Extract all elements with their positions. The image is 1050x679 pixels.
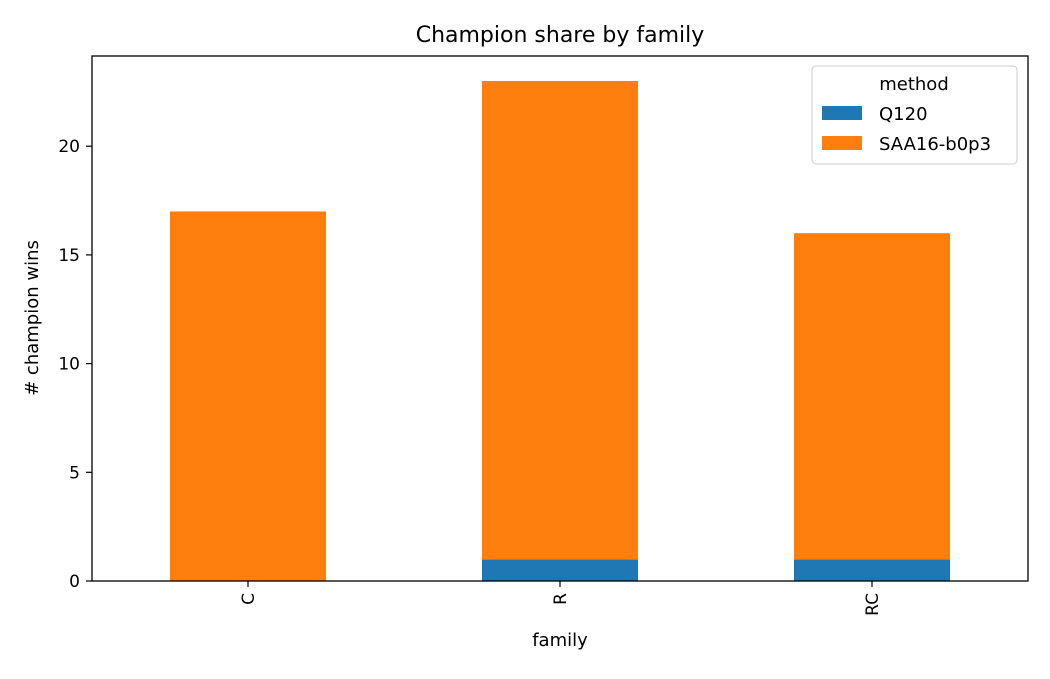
y-tick-label: 15	[58, 246, 80, 266]
legend-swatch-SAA16-b0p3	[822, 136, 862, 150]
bars	[170, 81, 950, 581]
bar-C-SAA16-b0p3	[170, 211, 326, 581]
legend-label-SAA16-b0p3: SAA16-b0p3	[879, 134, 991, 155]
legend-box	[811, 65, 1018, 165]
y-tick-label: 5	[69, 463, 80, 483]
plot-frame	[91, 55, 1029, 582]
bar-R-Q120	[482, 559, 638, 581]
legend-label-Q120: Q120	[879, 104, 928, 125]
y-axis: 0 5 10 15 20	[58, 137, 92, 592]
bar-RC-SAA16-b0p3	[794, 233, 950, 560]
chart-title: Champion share by family	[416, 23, 705, 48]
x-tick-label-RC: RC	[863, 593, 883, 616]
legend: method Q120 SAA16-b0p3	[811, 65, 1018, 165]
y-axis-label: # champion wins	[22, 240, 43, 396]
y-tick-label: 10	[58, 355, 80, 375]
y-tick-label: 0	[69, 572, 80, 592]
bar-RC-Q120	[794, 559, 950, 581]
legend-swatch-Q120	[822, 106, 862, 120]
x-axis-label: family	[532, 630, 588, 651]
legend-title: method	[879, 74, 949, 95]
x-axis: C R RC	[239, 581, 883, 616]
legend-items: Q120 SAA16-b0p3	[822, 104, 991, 155]
y-tick-label: 20	[58, 137, 80, 157]
bar-R-SAA16-b0p3	[482, 81, 638, 560]
x-tick-label-R: R	[551, 593, 571, 605]
x-tick-label-C: C	[239, 593, 259, 605]
